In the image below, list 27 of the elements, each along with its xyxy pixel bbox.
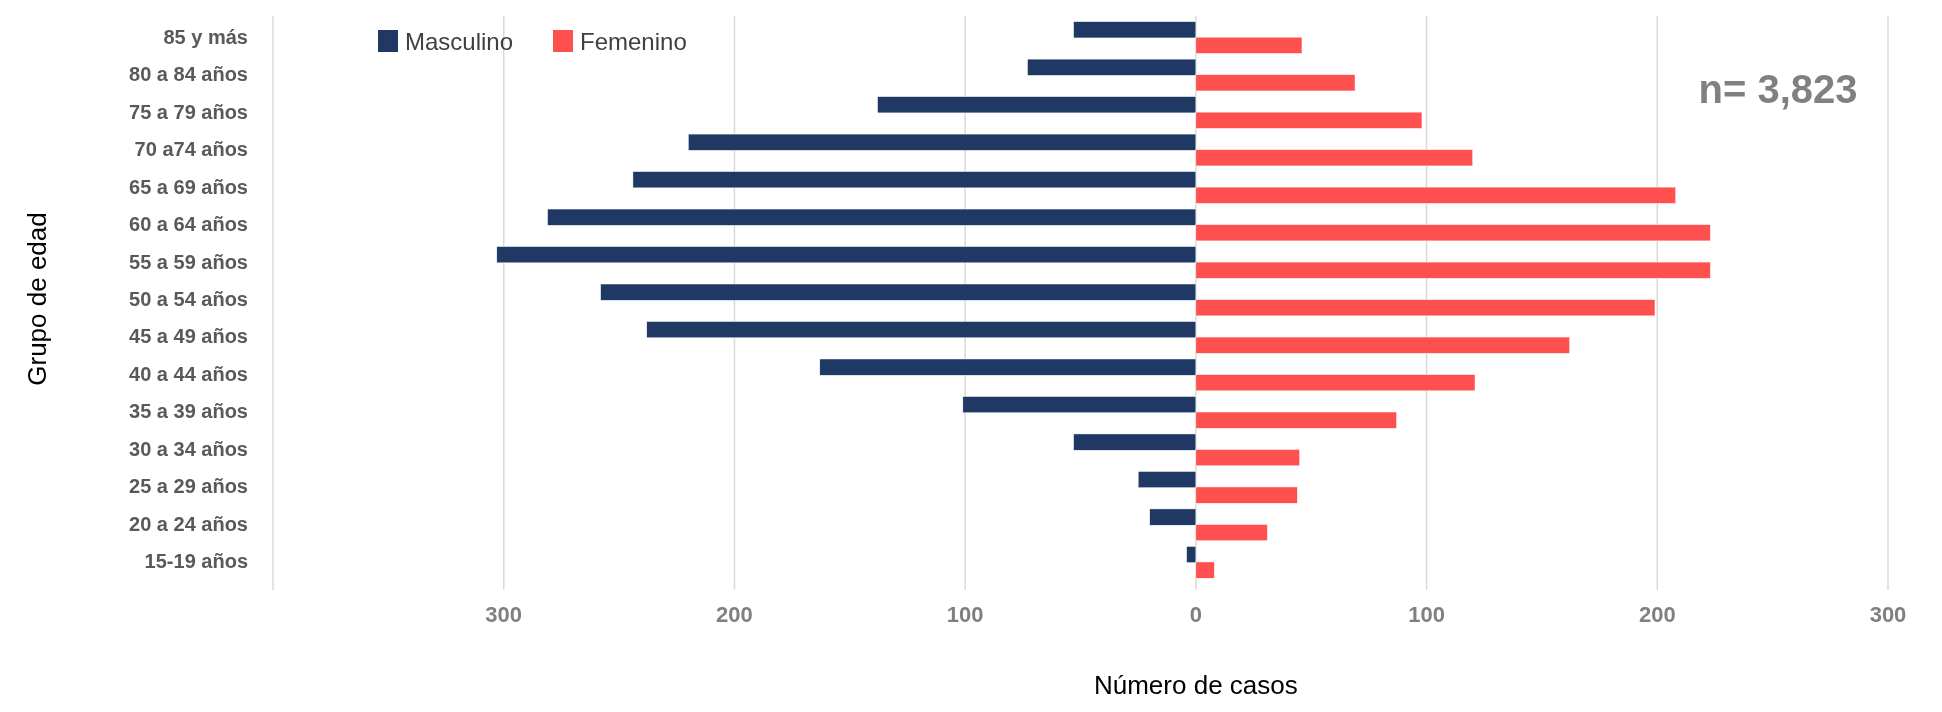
annotation: n= 3,823 — [1698, 67, 1858, 111]
legend-label: Femenino — [580, 28, 687, 55]
y-tick-label: 85 y más — [163, 25, 248, 48]
x-tick-label: 300 — [485, 602, 523, 627]
x-axis-title: Número de casos — [1093, 670, 1298, 700]
x-tick-label: 100 — [1408, 602, 1445, 627]
y-tick-label: 40 a 44 años — [129, 362, 248, 385]
y-tick-label: 20 a 24 años — [129, 512, 248, 535]
y-tick-label: 50 a 54 años — [129, 288, 248, 310]
y-tick-label: 55 a 59 años — [129, 250, 248, 273]
y-tick-label: 35 a 39 años — [129, 400, 248, 423]
x-tick-label: 100 — [946, 602, 984, 627]
y-tick-label: 65 a 69 años — [129, 175, 248, 198]
y-tick-label: 25 a 29 años — [129, 475, 248, 498]
x-tick-label: 200 — [1638, 602, 1676, 627]
x-tick-label: 300 — [1869, 602, 1907, 627]
y-tick-label: 75 a 79 años — [129, 100, 248, 123]
y-axis-title: Grupo de edad — [22, 212, 52, 386]
x-tick-label: 200 — [716, 602, 753, 627]
y-tick-label: 80 a 84 años — [129, 63, 248, 86]
y-tick-label: 30 a 34 años — [129, 437, 248, 460]
y-tick-label: 45 a 49 años — [129, 325, 248, 348]
y-tick-label: 15-19 años — [144, 550, 248, 573]
legend-label: Masculino — [405, 28, 514, 55]
y-tick-label: 70 a74 años — [134, 138, 248, 161]
y-tick-label: 60 a 64 años — [129, 213, 248, 236]
x-tick-label: 0 — [1189, 602, 1202, 627]
